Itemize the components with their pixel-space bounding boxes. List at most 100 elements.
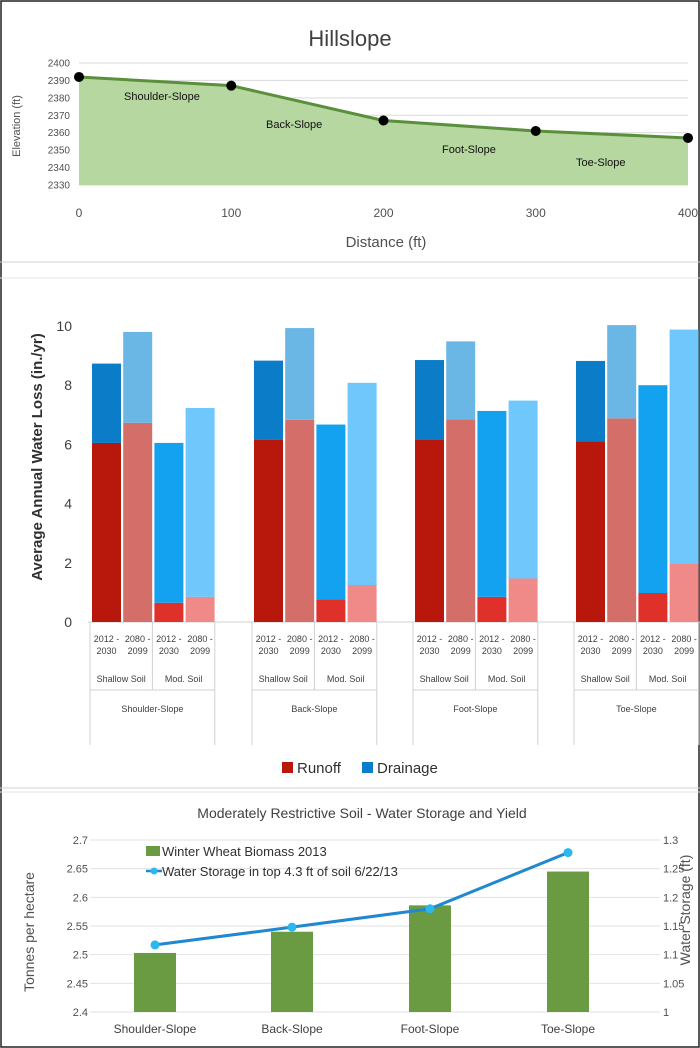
soil-label: Mod. Soil <box>327 674 365 684</box>
legend-label-runoff: Runoff <box>297 760 342 777</box>
legend-swatch-biomass <box>146 846 160 856</box>
runoff-bar <box>576 441 605 622</box>
legend-swatch-runoff <box>282 762 293 773</box>
period-label: 2030 <box>159 646 179 656</box>
water-loss-y-tick: 8 <box>64 377 72 393</box>
storage-yield-chart: Moderately Restrictive Soil - Water Stor… <box>21 805 693 1036</box>
period-label: 2030 <box>419 646 439 656</box>
drainage-bar <box>154 442 184 603</box>
hillslope-y-tick: 2360 <box>48 128 71 139</box>
water-loss-y-tick: 4 <box>64 496 72 512</box>
period-label: 2099 <box>612 646 632 656</box>
period-label: 2099 <box>674 646 694 656</box>
period-label: 2012 - <box>94 634 120 644</box>
period-label: 2099 <box>451 646 471 656</box>
hillslope-y-tick: 2380 <box>48 93 71 104</box>
drainage-bar <box>576 360 605 442</box>
segment-label-foot: Foot-Slope <box>442 144 496 156</box>
hillslope-x-tick: 300 <box>526 206 546 220</box>
drainage-bar <box>185 407 215 597</box>
hillslope-y-axis-label: Elevation (ft) <box>11 95 23 157</box>
legend-label-biomass: Winter Wheat Biomass 2013 <box>162 844 327 859</box>
soil-label: Mod. Soil <box>649 674 687 684</box>
period-label: 2080 - <box>609 634 635 644</box>
legend-swatch-marker <box>150 867 158 875</box>
storage-yield-title: Moderately Restrictive Soil - Water Stor… <box>197 805 526 821</box>
drainage-bar <box>607 325 637 419</box>
water-loss-y-tick: 10 <box>56 318 72 334</box>
period-label: 2099 <box>128 646 148 656</box>
water-storage-marker <box>287 922 297 932</box>
right-axis-tick: 1.3 <box>663 835 678 847</box>
runoff-bar <box>508 578 538 622</box>
storage-yield-left-ticks: 2.4 2.45 2.5 2.55 2.6 2.65 2.7 <box>67 835 88 1019</box>
period-label: 2080 - <box>187 634 213 644</box>
storage-yield-right-ticks: 1 1.05 1.1 1.15 1.2 1.25 1.3 <box>663 835 684 1019</box>
segment-label-shoulder: Shoulder-Slope <box>124 91 200 103</box>
storage-yield-right-axis-label: Water Storage (ft) <box>677 855 693 966</box>
slope-group-label: Back-Slope <box>291 704 337 714</box>
runoff-bar <box>477 596 507 622</box>
hillslope-x-tick: 200 <box>373 206 393 220</box>
category-label: Toe-Slope <box>541 1022 595 1036</box>
water-loss-category-axis: 2012 - 2030 2080 - 2099 2012 - 2030 2080 - 2099… <box>89 622 700 745</box>
drainage-bar <box>477 410 507 597</box>
slope-group-label: Shoulder-Slope <box>121 704 183 714</box>
category-label: Foot-Slope <box>401 1022 460 1036</box>
runoff-bar <box>669 563 699 622</box>
period-label: 2012 - <box>156 634 182 644</box>
period-label: 2080 - <box>671 634 697 644</box>
water-loss-y-tick: 6 <box>64 436 72 452</box>
runoff-bar <box>254 439 283 622</box>
biomass-bar <box>271 931 313 1012</box>
period-label: 2012 - <box>640 634 666 644</box>
hillslope-x-tick: 100 <box>221 206 241 220</box>
slope-group-label: Foot-Slope <box>453 704 497 714</box>
segment-label-toe: Toe-Slope <box>576 157 626 169</box>
hillslope-x-tick: 400 <box>678 206 698 220</box>
period-label: 2012 - <box>578 634 604 644</box>
period-label: 2080 - <box>125 634 151 644</box>
hillslope-x-tick: 0 <box>76 206 83 220</box>
soil-label: Shallow Soil <box>420 674 469 684</box>
drainage-bar <box>123 331 153 423</box>
right-axis-tick: 1 <box>663 1007 669 1019</box>
hillslope-y-tick: 2330 <box>48 181 71 192</box>
period-label: 2099 <box>190 646 210 656</box>
period-label: 2030 <box>643 646 663 656</box>
soil-label: Shallow Soil <box>581 674 630 684</box>
water-storage-line <box>154 851 569 947</box>
runoff-bar <box>185 596 215 622</box>
hillslope-x-axis-label: Distance (ft) <box>346 234 427 251</box>
legend-label-drainage: Drainage <box>377 760 438 777</box>
period-label: 2080 - <box>287 634 313 644</box>
drainage-bar <box>254 360 283 440</box>
left-axis-tick: 2.65 <box>67 864 88 876</box>
soil-label: Mod. Soil <box>488 674 526 684</box>
hillslope-marker <box>226 80 237 91</box>
water-storage-marker <box>150 940 160 950</box>
period-label: 2080 - <box>349 634 375 644</box>
runoff-bar <box>446 419 476 622</box>
period-label: 2012 - <box>417 634 443 644</box>
runoff-bar <box>123 422 153 622</box>
hillslope-markers <box>74 71 693 143</box>
hillslope-x-ticks: 0 100 200 300 400 <box>76 206 699 220</box>
right-axis-tick: 1.25 <box>663 864 684 876</box>
water-loss-y-axis-label: Average Annual Water Loss (in./yr) <box>29 333 46 581</box>
period-label: 2030 <box>482 646 502 656</box>
drainage-bar <box>669 329 699 564</box>
left-axis-tick: 2.5 <box>73 950 88 962</box>
runoff-bar <box>347 585 377 622</box>
runoff-bar <box>607 418 637 622</box>
water-storage-marker <box>425 904 435 914</box>
right-axis-tick: 1.1 <box>663 950 678 962</box>
right-axis-tick: 1.2 <box>663 892 678 904</box>
period-label: 2012 - <box>256 634 282 644</box>
hillslope-y-tick: 2370 <box>48 111 71 122</box>
water-loss-legend: Runoff Drainage <box>282 760 438 777</box>
left-axis-tick: 2.7 <box>73 835 88 847</box>
period-label: 2099 <box>513 646 533 656</box>
